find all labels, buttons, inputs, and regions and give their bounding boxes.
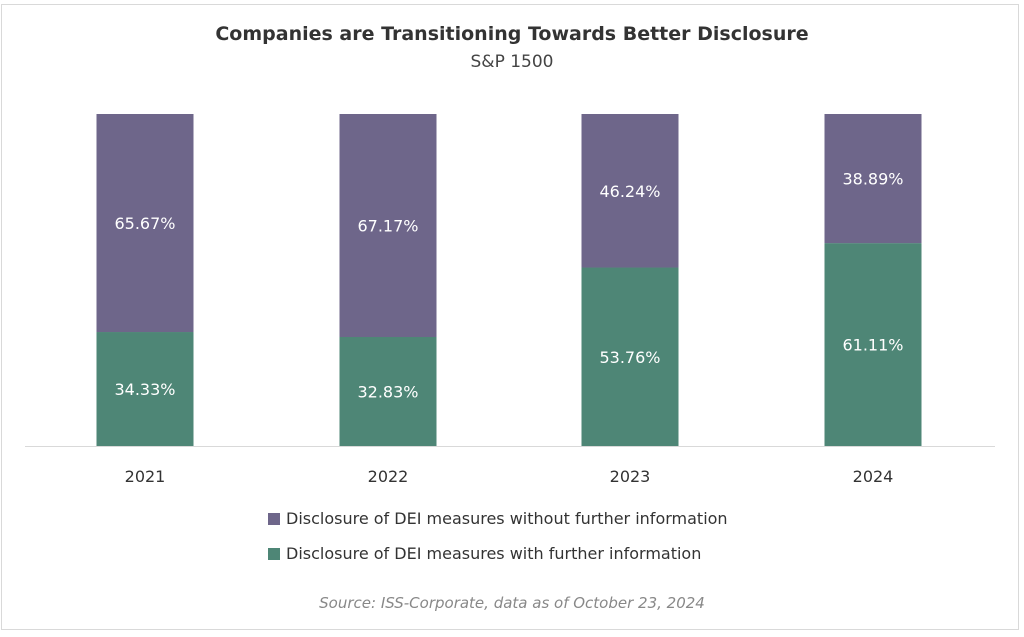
bar-segment-with-info-2024 xyxy=(824,243,922,446)
bar-segment-without-info-2023 xyxy=(581,114,679,268)
x-tick-label: 2024 xyxy=(853,467,894,486)
source-note: Source: ISS-Corporate, data as of Octobe… xyxy=(319,594,705,612)
legend-swatch-green xyxy=(268,547,280,560)
data-label: 65.67% xyxy=(114,214,175,233)
legend-item-without-info: Disclosure of DEI measures without furth… xyxy=(268,509,728,528)
data-label: 32.83% xyxy=(357,383,418,402)
chart-frame xyxy=(1,4,1019,630)
data-label: 53.76% xyxy=(599,348,660,367)
x-tick-label: 2023 xyxy=(610,467,651,486)
data-label: 38.89% xyxy=(842,170,903,189)
legend-label: Disclosure of DEI measures with further … xyxy=(286,544,702,563)
legend-item-with-info: Disclosure of DEI measures with further … xyxy=(268,544,701,563)
x-tick-label: 2021 xyxy=(125,467,166,486)
bar-segment-with-info-2021 xyxy=(96,332,194,446)
data-label: 67.17% xyxy=(357,217,418,236)
data-label: 61.11% xyxy=(842,336,903,355)
data-label: 34.33% xyxy=(114,380,175,399)
x-tick-label: 2022 xyxy=(368,467,409,486)
bar-segment-with-info-2022 xyxy=(339,337,437,446)
chart-title: Companies are Transitioning Towards Bett… xyxy=(215,23,809,45)
legend-swatch-purple xyxy=(268,512,280,525)
bar-segment-without-info-2021 xyxy=(96,114,194,333)
legend-label: Disclosure of DEI measures without furth… xyxy=(286,509,728,528)
bar-segment-without-info-2024 xyxy=(824,114,922,244)
bar-segment-without-info-2022 xyxy=(339,114,437,338)
chart-subtitle: S&P 1500 xyxy=(470,52,554,72)
data-label: 46.24% xyxy=(599,182,660,201)
bar-segment-with-info-2023 xyxy=(581,267,679,446)
